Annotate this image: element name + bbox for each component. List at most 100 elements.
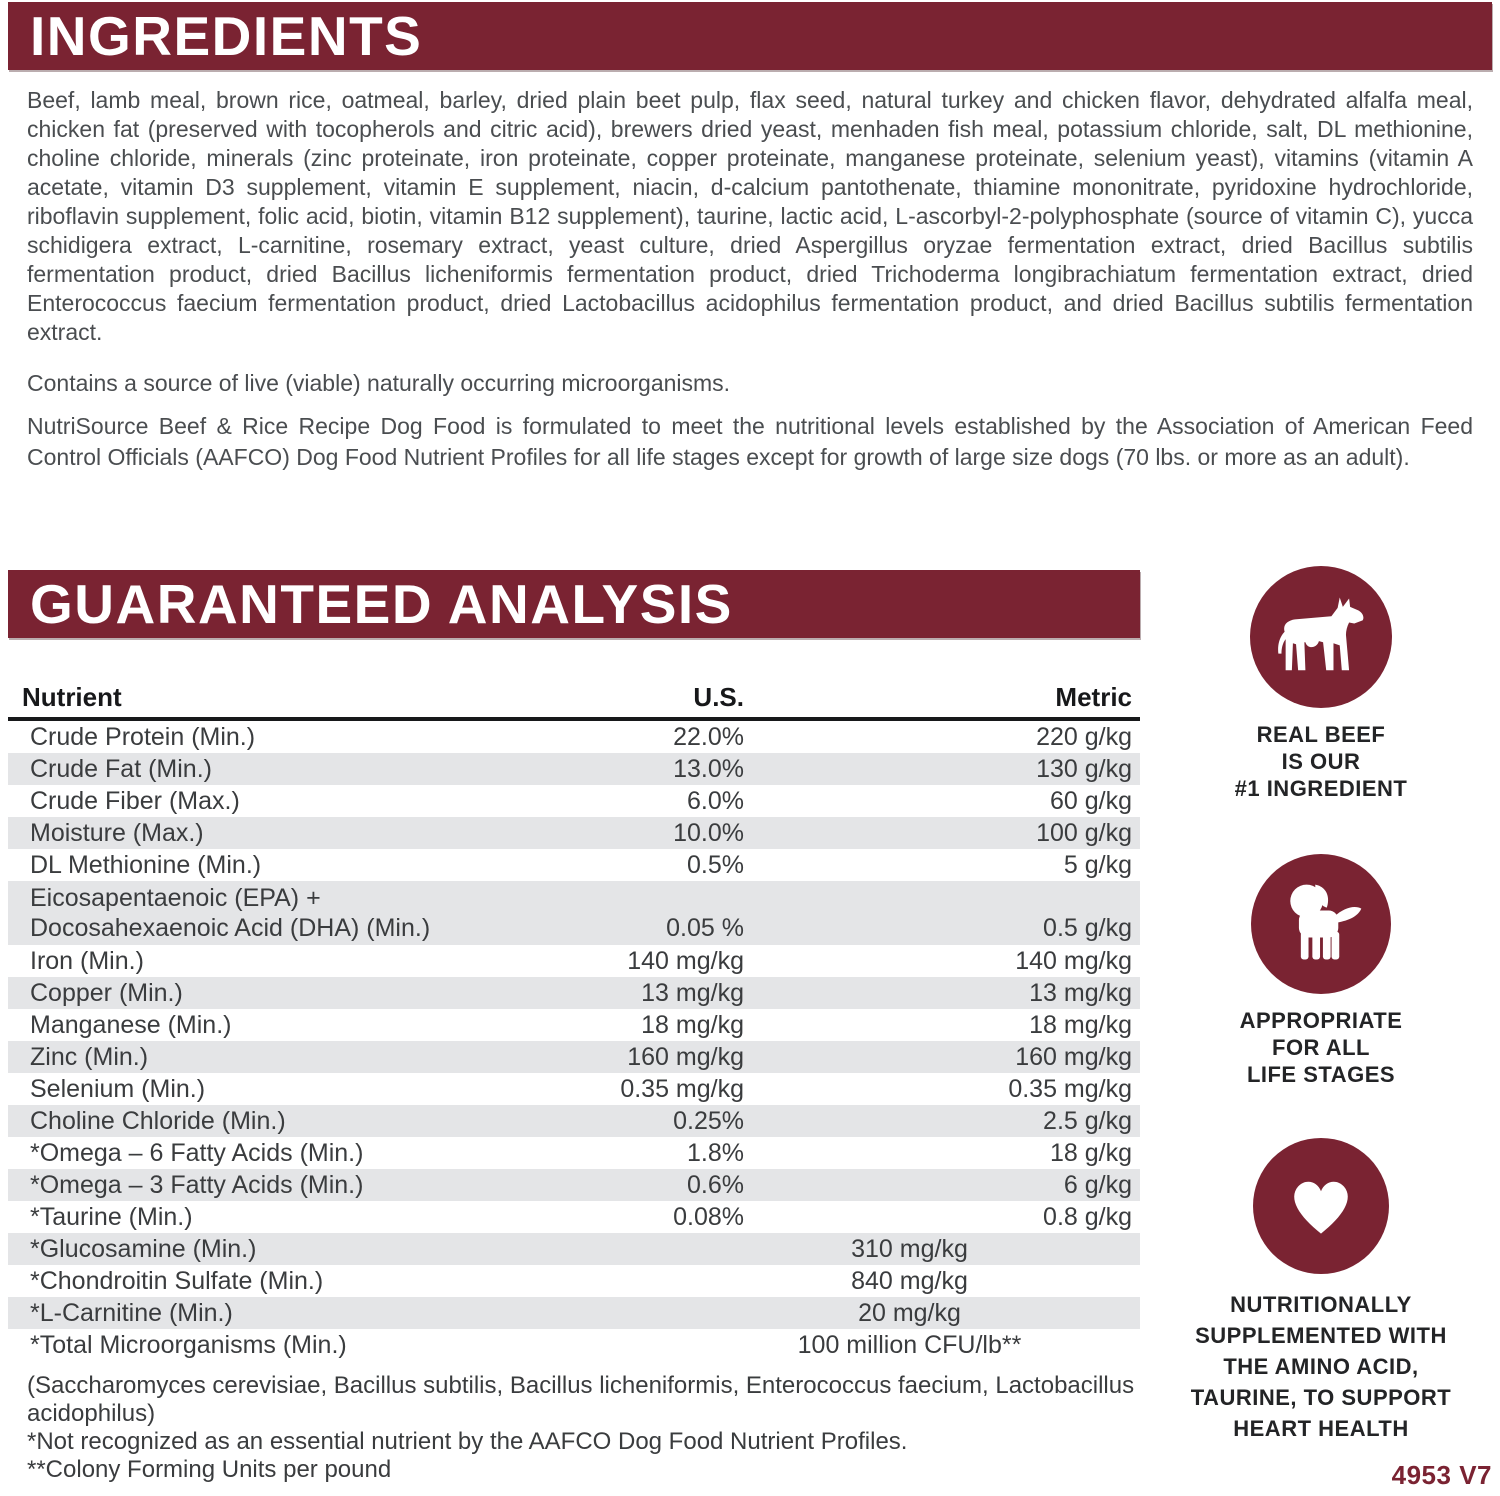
nutrient-name: *Taurine (Min.) (30, 1202, 193, 1231)
table-row: Moisture (Max.) 10.0% 100 g/kg (8, 817, 1140, 849)
nutrient-name: Iron (Min.) (30, 946, 144, 975)
aafco-statement: NutriSource Beef & Rice Recipe Dog Food … (27, 413, 1473, 470)
table-row: Crude Protein (Min.) 22.0% 220 g/kg (8, 721, 1140, 753)
metric-value: 60 g/kg (1049, 786, 1132, 815)
nutrient-name: *Omega – 3 Fatty Acids (Min.) (30, 1170, 364, 1199)
column-header-us: U.S. (693, 682, 744, 712)
metric-value: 160 mg/kg (1015, 1042, 1132, 1071)
us-value: 0.05 % (666, 914, 744, 942)
nutrient-name: Copper (Min.) (30, 978, 183, 1007)
nutrient-name: *Omega – 6 Fatty Acids (Min.) (30, 1138, 364, 1167)
heart-health-badge-label: NUTRITIONALLY SUPPLEMENTED WITH THE AMIN… (1190, 1292, 1452, 1441)
table-row: Zinc (Min.) 160 mg/kg 160 mg/kg (8, 1041, 1140, 1073)
nutrient-name: Moisture (Max.) (30, 818, 204, 847)
column-header-nutrient: Nutrient (22, 682, 122, 712)
metric-value: 0.5 g/kg (1043, 914, 1132, 942)
nutrient-name: *Chondroitin Sulfate (Min.) (30, 1266, 324, 1295)
nutrient-name: *Total Microorganisms (Min.) (30, 1330, 347, 1359)
nutrient-name: *L-Carnitine (Min.) (30, 1298, 233, 1327)
contains-note: Contains a source of live (viable) natur… (27, 370, 731, 396)
table-row: Crude Fiber (Max.) 6.0% 60 g/kg (8, 785, 1140, 817)
table-row: *Omega – 3 Fatty Acids (Min.) 0.6% 6 g/k… (8, 1169, 1140, 1201)
footnote-not-recognized: *Not recognized as an essential nutrient… (27, 1428, 908, 1455)
table-row: Choline Chloride (Min.) 0.25% 2.5 g/kg (8, 1105, 1140, 1137)
metric-value: 0.8 g/kg (1043, 1202, 1132, 1231)
table-row: Eicosapentaenoic (EPA) + Docosahexaenoic… (8, 881, 1140, 945)
ingredients-text-column: Beef, lamb meal, brown rice, oatmeal, ba… (27, 86, 1473, 473)
metric-value: 6 g/kg (1063, 1170, 1132, 1199)
nutrient-name: Manganese (Min.) (30, 1010, 232, 1039)
us-value: 0.6% (687, 1170, 744, 1199)
nutrient-name: Crude Fat (Min.) (30, 754, 212, 783)
us-value: 18 mg/kg (641, 1010, 744, 1039)
table-header-row: Nutrient U.S. Metric (8, 682, 1140, 721)
table-row: Crude Fat (Min.) 13.0% 130 g/kg (8, 753, 1140, 785)
us-value: 10.0% (673, 818, 744, 847)
metric-value: 220 g/kg (1036, 722, 1132, 751)
table-footnotes: (Saccharomyces cerevisiae, Bacillus subt… (27, 1372, 1143, 1484)
guaranteed-analysis-header-bar: GUARANTEED ANALYSIS (8, 570, 1140, 638)
real-beef-badge-label: REAL BEEF IS OUR #1 INGREDIENT (1234, 722, 1408, 801)
table-row: Copper (Min.) 13 mg/kg 13 mg/kg (8, 977, 1140, 1009)
nutrient-name: Eicosapentaenoic (EPA) + Docosahexaenoic… (30, 884, 431, 942)
metric-value: 5 g/kg (1063, 850, 1132, 879)
table-row: *Total Microorganisms (Min.) 100 million… (8, 1329, 1140, 1361)
nutrient-name: *Glucosamine (Min.) (30, 1234, 257, 1263)
ingredients-header-bar: INGREDIENTS (8, 2, 1492, 70)
table-row: DL Methionine (Min.) 0.5% 5 g/kg (8, 849, 1140, 881)
puppy-icon (1290, 884, 1362, 960)
metric-value: 100 g/kg (1036, 818, 1132, 847)
metric-value: 0.35 mg/kg (1008, 1074, 1132, 1103)
nutrient-name: Crude Protein (Min.) (30, 722, 256, 751)
metric-value: 130 g/kg (1036, 754, 1132, 783)
metric-value: 13 mg/kg (1029, 978, 1132, 1007)
ingredients-title: INGREDIENTS (30, 5, 423, 67)
combined-value: 840 mg/kg (851, 1266, 968, 1295)
table-row: Selenium (Min.) 0.35 mg/kg 0.35 mg/kg (8, 1073, 1140, 1105)
life-stages-badge (1251, 854, 1391, 994)
nutrient-name: Selenium (Min.) (30, 1074, 206, 1103)
metric-value: 18 mg/kg (1029, 1010, 1132, 1039)
us-value: 22.0% (673, 722, 744, 751)
table-row: Manganese (Min.) 18 mg/kg 18 mg/kg (8, 1009, 1140, 1041)
metric-value: 2.5 g/kg (1043, 1106, 1132, 1135)
combined-value: 100 million CFU/lb** (797, 1330, 1022, 1359)
us-value: 140 mg/kg (627, 946, 744, 975)
heart-icon (1294, 1181, 1348, 1234)
table-row: *Glucosamine (Min.) 310 mg/kg (8, 1233, 1140, 1265)
combined-value: 20 mg/kg (858, 1298, 961, 1327)
column-header-metric: Metric (1055, 682, 1132, 712)
us-value: 6.0% (687, 786, 744, 815)
table-row: *L-Carnitine (Min.) 20 mg/kg (8, 1297, 1140, 1329)
us-value: 13.0% (673, 754, 744, 783)
nutrient-name: Crude Fiber (Max.) (30, 786, 240, 815)
us-value: 0.25% (673, 1106, 744, 1135)
metric-value: 140 mg/kg (1015, 946, 1132, 975)
ingredients-paragraph: Beef, lamb meal, brown rice, oatmeal, ba… (27, 87, 1473, 345)
footnote-microorganism-species: (Saccharomyces cerevisiae, Bacillus subt… (27, 1372, 1135, 1427)
footnote-cfu: **Colony Forming Units per pound (27, 1456, 392, 1483)
life-stages-badge-label: APPROPRIATE FOR ALL LIFE STAGES (1239, 1008, 1403, 1087)
heart-health-badge (1253, 1138, 1389, 1274)
guaranteed-analysis-table: Nutrient U.S. Metric Crude Protein (Min.… (8, 682, 1140, 1361)
table-row: *Taurine (Min.) 0.08% 0.8 g/kg (8, 1201, 1140, 1233)
us-value: 1.8% (687, 1138, 744, 1167)
table-row: *Chondroitin Sulfate (Min.) 840 mg/kg (8, 1265, 1140, 1297)
table-row: Iron (Min.) 140 mg/kg 140 mg/kg (8, 945, 1140, 977)
label-version-code: 4953 V7 (1391, 1460, 1492, 1490)
guaranteed-analysis-title: GUARANTEED ANALYSIS (30, 573, 733, 635)
nutrient-name: Choline Chloride (Min.) (30, 1106, 286, 1135)
us-value: 0.5% (687, 850, 744, 879)
us-value: 0.35 mg/kg (620, 1074, 744, 1103)
cow-icon (1278, 597, 1364, 671)
real-beef-badge (1250, 566, 1392, 708)
us-value: 160 mg/kg (627, 1042, 744, 1071)
us-value: 0.08% (673, 1202, 744, 1231)
nutrient-name: Zinc (Min.) (30, 1042, 149, 1071)
table-row: *Omega – 6 Fatty Acids (Min.) 1.8% 18 g/… (8, 1137, 1140, 1169)
claim-badges-column: REAL BEEF IS OUR #1 INGREDIENT APPROPRIA… (1148, 566, 1494, 1444)
table-body: Crude Protein (Min.) 22.0% 220 g/kg Crud… (8, 721, 1140, 1361)
metric-value: 18 g/kg (1049, 1138, 1132, 1167)
us-value: 13 mg/kg (641, 978, 744, 1007)
